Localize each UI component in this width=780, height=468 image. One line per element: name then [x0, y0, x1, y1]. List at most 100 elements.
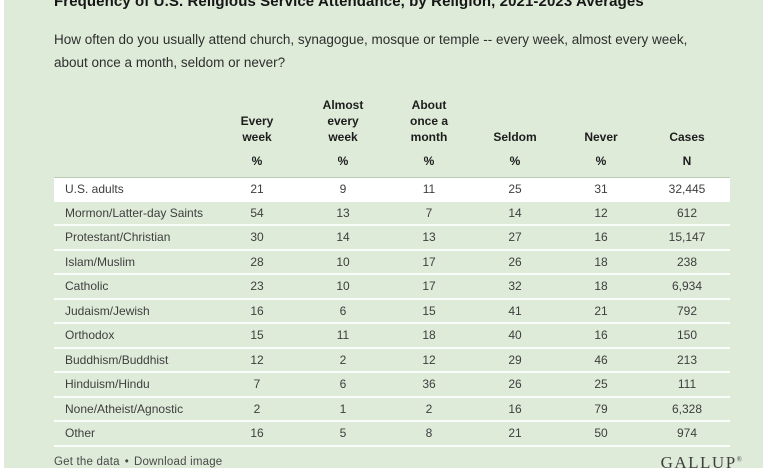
gallup-chart-card: Frequency of U.S. Religious Service Atte… — [4, 0, 763, 468]
cell: 15 — [250, 328, 264, 343]
table-row-protestant: Protestant/Christian 30 14 13 27 16 15,1… — [54, 226, 730, 251]
cell: 11 — [422, 181, 436, 196]
row-label: Buddhism/Buddhist — [65, 352, 169, 367]
cell: 21 — [508, 426, 522, 441]
row-label: Hinduism/Hindu — [65, 377, 150, 392]
cell: 46 — [594, 352, 608, 367]
cell: 974 — [676, 426, 698, 441]
cell: 27 — [508, 230, 522, 245]
table-row-mormon: Mormon/Latter-day Saints 54 13 7 14 12 6… — [54, 202, 730, 226]
gallup-logo: GALLUP® — [660, 453, 742, 468]
cell: 9 — [339, 181, 347, 196]
table-row-islam: Islam/Muslim 28 10 17 26 18 238 — [54, 251, 730, 275]
cell: 238 — [676, 254, 698, 269]
footer-links: Get the data • Download image — [54, 456, 222, 468]
cell: 30 — [250, 230, 264, 245]
cell: 18 — [594, 254, 608, 269]
cell: 79 — [594, 401, 608, 416]
cell: 41 — [508, 303, 522, 318]
cell: 5 — [339, 426, 347, 441]
cell: 150 — [676, 328, 698, 343]
chart-title: Frequency of U.S. Religious Service Atte… — [54, 0, 644, 10]
column-header-every-week: Every week — [240, 114, 274, 144]
cell: 10 — [336, 254, 350, 269]
cell: 14 — [508, 205, 522, 220]
cell: 2 — [339, 352, 347, 367]
row-label: Mormon/Latter-day Saints — [65, 205, 204, 220]
cell: 15 — [422, 303, 436, 318]
table-row-us-adults: U.S. adults 21 9 11 25 31 32,445 — [54, 177, 730, 202]
row-label: Catholic — [65, 279, 109, 294]
cell: 17 — [422, 279, 436, 294]
table-row-none-atheist-agnostic: None/Atheist/Agnostic 2 1 2 16 79 6,328 — [54, 398, 730, 422]
cell: 8 — [425, 426, 433, 441]
cell: 17 — [422, 254, 436, 269]
cell: 32 — [508, 279, 522, 294]
table-header-row: Every week Almost every week About once … — [54, 84, 730, 146]
row-label: None/Atheist/Agnostic — [65, 401, 184, 416]
cell: 213 — [676, 352, 698, 367]
cell: 36 — [422, 377, 436, 392]
row-label: Islam/Muslim — [65, 254, 136, 269]
row-label: Other — [65, 426, 96, 441]
column-header-seldom: Seldom — [493, 130, 537, 144]
cell: 15,147 — [668, 230, 706, 245]
cell: 6 — [339, 377, 347, 392]
cell: 111 — [677, 377, 697, 392]
cell: 14 — [336, 230, 350, 245]
cell: 11 — [336, 328, 350, 343]
table-row-other: Other 16 5 8 21 50 974 — [54, 422, 730, 447]
get-the-data-link[interactable]: Get the data — [54, 456, 120, 468]
cell: 612 — [676, 205, 698, 220]
cell: 23 — [250, 279, 264, 294]
cell: 28 — [250, 254, 264, 269]
cell: 18 — [422, 328, 436, 343]
table-row-judaism: Judaism/Jewish 16 6 15 41 21 792 — [54, 300, 730, 324]
cell: 10 — [336, 279, 350, 294]
cell: 26 — [508, 254, 522, 269]
download-image-link[interactable]: Download image — [133, 456, 223, 468]
column-header-never: Never — [584, 130, 618, 144]
cell: 16 — [250, 426, 264, 441]
cell: 13 — [336, 205, 350, 220]
cell: 16 — [594, 230, 608, 245]
cell: 16 — [250, 303, 264, 318]
cell: 6,328 — [671, 401, 703, 416]
footer-separator: • — [124, 456, 129, 468]
survey-question: How often do you usually attend church, … — [54, 32, 688, 70]
cell: 12 — [250, 352, 264, 367]
unit-label: N — [682, 154, 692, 168]
cell: 792 — [676, 303, 698, 318]
cell: 12 — [422, 352, 436, 367]
column-header-cases: Cases — [669, 130, 705, 144]
cell: 7 — [253, 377, 261, 392]
cell: 31 — [594, 181, 608, 196]
cell: 32,445 — [668, 181, 706, 196]
row-label: Judaism/Jewish — [65, 303, 150, 318]
table-row-buddhism: Buddhism/Buddhist 12 2 12 29 46 213 — [54, 349, 730, 373]
cell: 2 — [425, 401, 433, 416]
unit-label: % — [423, 154, 435, 168]
cell: 1 — [339, 401, 347, 416]
unit-label: % — [509, 154, 521, 168]
cell: 13 — [422, 230, 436, 245]
cell: 50 — [594, 426, 608, 441]
row-label: Protestant/Christian — [65, 230, 171, 245]
unit-label: % — [337, 154, 349, 168]
cell: 16 — [508, 401, 522, 416]
table-row-orthodox: Orthodox 15 11 18 40 16 150 — [54, 324, 730, 349]
unit-label: % — [251, 154, 263, 168]
cell: 25 — [594, 377, 608, 392]
table-row-catholic: Catholic 23 10 17 32 18 6,934 — [54, 275, 730, 300]
cell: 21 — [250, 181, 264, 196]
cell: 40 — [508, 328, 522, 343]
cell: 26 — [508, 377, 522, 392]
cell: 2 — [253, 401, 261, 416]
row-label: Orthodox — [65, 328, 115, 343]
attendance-table: Every week Almost every week About once … — [54, 84, 730, 447]
cell: 12 — [594, 205, 608, 220]
column-header-about-once-a-month: About once a month — [409, 98, 448, 144]
cell: 16 — [594, 328, 608, 343]
table-units-row: % % % % % N — [54, 146, 730, 177]
registered-mark: ® — [736, 455, 742, 464]
